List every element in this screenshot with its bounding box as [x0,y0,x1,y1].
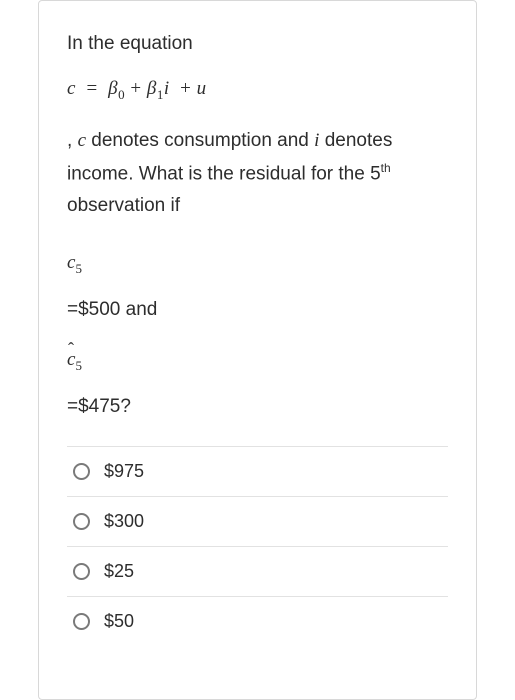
option-row[interactable]: $975 [67,446,448,496]
option-row[interactable]: $25 [67,546,448,596]
option-label: $300 [104,511,144,532]
c5-symbol: c5 [67,252,448,277]
radio-icon[interactable] [73,463,90,480]
c5-value: =$500 and [67,299,448,321]
question-description: , c denotes consumption and i denotes in… [67,125,448,222]
chat5-value: =$475? [67,396,448,418]
radio-icon[interactable] [73,513,90,530]
option-label: $25 [104,561,134,582]
chat5-symbol: c5 [67,349,448,374]
question-card: In the equation c = β0 + β1i + u , c den… [38,0,477,700]
equation: c = β0 + β1i + u [67,78,448,103]
radio-icon[interactable] [73,563,90,580]
option-row[interactable]: $50 [67,596,448,646]
radio-icon[interactable] [73,613,90,630]
question-intro: In the equation [67,29,448,58]
option-row[interactable]: $300 [67,496,448,546]
option-label: $50 [104,611,134,632]
options-list: $975 $300 $25 $50 [67,446,448,646]
option-label: $975 [104,461,144,482]
